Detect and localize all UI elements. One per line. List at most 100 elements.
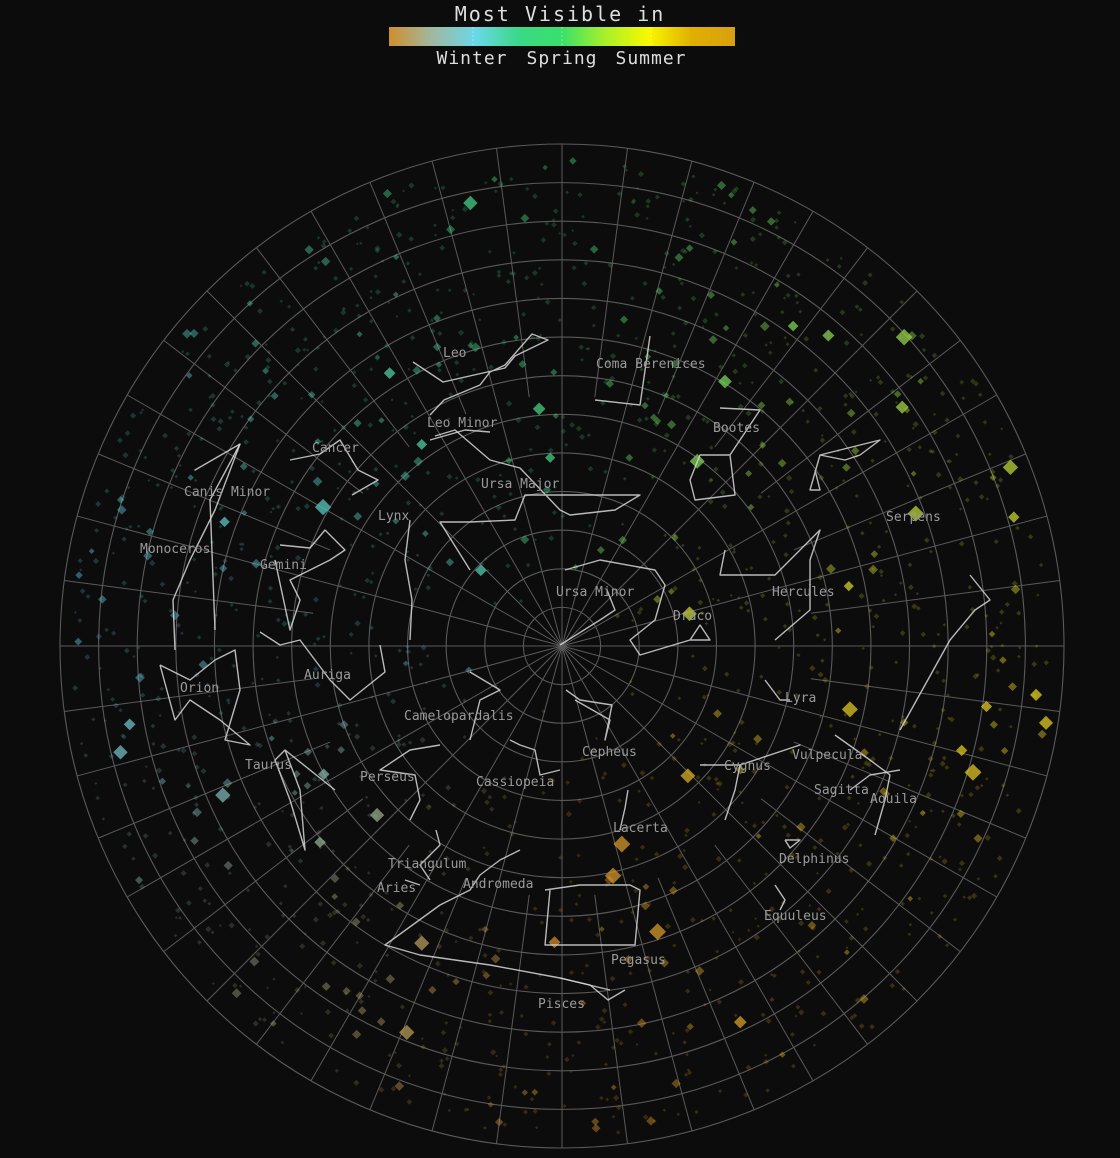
- star: [794, 854, 801, 861]
- star: [816, 871, 819, 875]
- star: [895, 328, 913, 346]
- star: [851, 446, 860, 455]
- star: [547, 1041, 552, 1047]
- star: [325, 744, 329, 748]
- star: [642, 883, 650, 891]
- constellation-line: [809, 439, 881, 491]
- star: [647, 968, 653, 974]
- star: [433, 314, 441, 323]
- constellation-label-camelopardalis: Camelopardalis: [404, 709, 514, 724]
- star: [830, 464, 834, 468]
- star: [861, 766, 865, 770]
- star: [267, 350, 272, 354]
- star: [745, 469, 753, 477]
- star: [603, 469, 608, 474]
- star-field: [72, 157, 1054, 1135]
- star: [108, 753, 115, 760]
- star: [707, 498, 714, 505]
- polar-grid: [59, 143, 1065, 1149]
- star: [619, 315, 629, 324]
- star: [122, 782, 128, 788]
- star: [295, 505, 301, 512]
- star: [275, 617, 281, 623]
- star: [839, 256, 843, 261]
- star: [579, 1000, 587, 1007]
- star: [927, 755, 934, 762]
- star: [702, 1002, 707, 1007]
- star: [512, 526, 518, 532]
- star: [932, 412, 937, 416]
- star: [356, 331, 363, 338]
- star: [594, 736, 599, 740]
- star: [959, 379, 965, 385]
- grid-spoke: [369, 182, 467, 415]
- star: [202, 898, 208, 904]
- star: [971, 892, 978, 899]
- star: [255, 951, 261, 957]
- star: [901, 715, 905, 719]
- constellation-line: [159, 649, 251, 746]
- star: [427, 804, 431, 808]
- star: [419, 736, 426, 744]
- star: [520, 213, 530, 223]
- star: [659, 958, 670, 968]
- star: [428, 985, 437, 995]
- star: [536, 296, 540, 300]
- star: [964, 624, 970, 630]
- star: [392, 291, 399, 298]
- constellation-label-leo-minor: Leo Minor: [427, 416, 498, 431]
- star: [595, 932, 600, 938]
- star: [760, 593, 766, 599]
- star: [580, 971, 585, 975]
- star: [931, 768, 936, 773]
- star: [603, 1062, 609, 1067]
- star: [1037, 729, 1047, 739]
- star: [408, 182, 415, 189]
- star: [444, 1056, 450, 1061]
- star: [279, 299, 284, 304]
- star: [911, 426, 915, 430]
- star: [715, 949, 720, 954]
- star: [642, 1114, 649, 1120]
- star: [119, 493, 126, 501]
- star: [353, 215, 360, 222]
- star: [854, 390, 858, 394]
- star: [173, 445, 180, 452]
- star: [158, 777, 167, 785]
- star: [313, 366, 319, 372]
- star: [364, 577, 370, 584]
- star: [395, 901, 405, 910]
- star: [469, 340, 475, 346]
- star: [79, 741, 84, 746]
- star: [355, 941, 359, 945]
- star: [214, 566, 218, 570]
- star: [407, 1074, 411, 1078]
- star: [425, 470, 431, 476]
- star: [439, 311, 444, 315]
- star: [496, 273, 502, 279]
- constellation-label-pisces: Pisces: [538, 997, 585, 1012]
- star: [170, 610, 180, 621]
- star: [870, 458, 875, 464]
- star: [602, 771, 608, 777]
- star: [791, 1063, 796, 1069]
- star: [619, 919, 624, 925]
- star: [631, 879, 635, 883]
- star: [374, 654, 378, 658]
- star: [513, 334, 519, 341]
- star: [446, 225, 456, 235]
- star: [904, 832, 910, 839]
- star: [974, 785, 981, 791]
- star: [958, 867, 962, 872]
- star: [817, 574, 824, 581]
- star: [757, 461, 764, 468]
- star: [907, 932, 912, 937]
- star: [240, 542, 245, 547]
- star: [231, 988, 242, 999]
- star: [182, 837, 187, 843]
- star: [982, 420, 988, 425]
- grid-spoke: [98, 453, 331, 551]
- star: [571, 1054, 575, 1058]
- star: [591, 747, 597, 753]
- star: [365, 917, 371, 923]
